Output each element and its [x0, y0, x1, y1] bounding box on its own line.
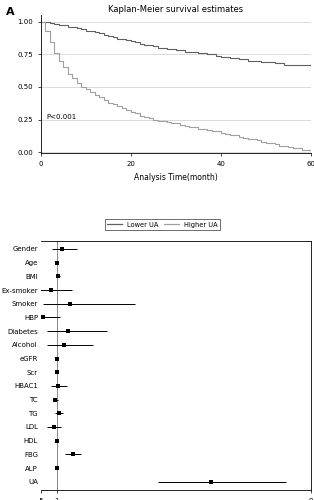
Text: A: A: [6, 6, 14, 16]
Higher UA: [183, 123, 187, 129]
Higher UA: [309, 146, 313, 152]
Text: P<0.001: P<0.001: [46, 114, 77, 120]
Legend: Lower UA, Higher UA: Lower UA, Higher UA: [105, 219, 220, 230]
Higher UA: [93, 92, 97, 98]
Higher UA: [201, 126, 205, 132]
Higher UA: [133, 110, 137, 116]
Lower UA: [273, 60, 277, 66]
Line: Higher UA: Higher UA: [41, 22, 311, 150]
Lower UA: [39, 18, 43, 24]
Higher UA: [102, 97, 106, 103]
Title: Kaplan-Meier survival estimates: Kaplan-Meier survival estimates: [108, 5, 243, 14]
Line: Lower UA: Lower UA: [41, 22, 311, 70]
Lower UA: [133, 40, 137, 46]
Lower UA: [93, 29, 97, 35]
Higher UA: [300, 146, 304, 152]
X-axis label: Analysis Time(month): Analysis Time(month): [134, 172, 218, 182]
Lower UA: [309, 67, 313, 73]
Higher UA: [39, 18, 43, 24]
Lower UA: [102, 32, 106, 38]
Higher UA: [273, 142, 277, 148]
Lower UA: [201, 50, 205, 56]
Lower UA: [183, 48, 187, 54]
